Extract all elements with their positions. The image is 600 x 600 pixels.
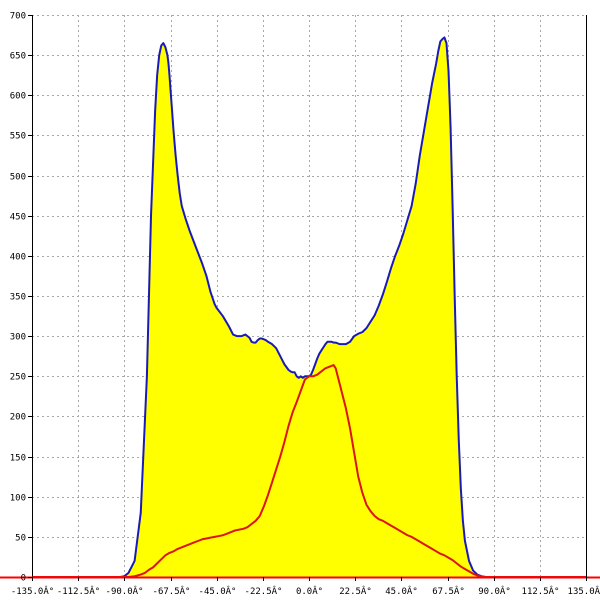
y-tick-label: 300	[10, 333, 26, 343]
x-tick-label: 135.0Â°	[568, 585, 600, 597]
y-tick-label: 100	[10, 494, 26, 504]
x-tick-label: 45.0Â°	[385, 585, 418, 597]
x-tick-label: -67.5Â°	[153, 585, 191, 597]
y-tick-label: 650	[10, 52, 26, 62]
x-tick-label: 67.5Â°	[432, 585, 465, 597]
series-0-area	[32, 37, 586, 578]
y-tick-label: 500	[10, 173, 26, 183]
series-1-line	[32, 364, 586, 578]
x-tick-label: 112.5Â°	[522, 585, 560, 597]
y-tick-label: 600	[10, 92, 26, 102]
x-tick-label: 90.0Â°	[478, 585, 511, 597]
x-tick-label: -90.0Â°	[106, 585, 144, 597]
x-tick-label: 22.5Â°	[339, 585, 372, 597]
x-tick-label: 0.0Â°	[296, 585, 323, 597]
y-tick-label: 700	[10, 12, 26, 22]
y-tick-label: 150	[10, 454, 26, 464]
x-tick-label: -45.0Â°	[199, 585, 237, 597]
y-tick-label: 450	[10, 213, 26, 223]
x-tick-label: -22.5Â°	[245, 585, 283, 597]
y-tick-label: 250	[10, 373, 26, 383]
y-tick-label: 0	[21, 574, 26, 584]
y-tick-label: 50	[15, 534, 26, 544]
y-tick-label: 400	[10, 253, 26, 263]
x-tick-label: -135.0Â°	[11, 585, 54, 597]
y-tick-label: 550	[10, 132, 26, 142]
y-tick-label: 350	[10, 293, 26, 303]
x-tick-label: -112.5Â°	[57, 585, 100, 597]
y-tick-label: 200	[10, 413, 26, 423]
